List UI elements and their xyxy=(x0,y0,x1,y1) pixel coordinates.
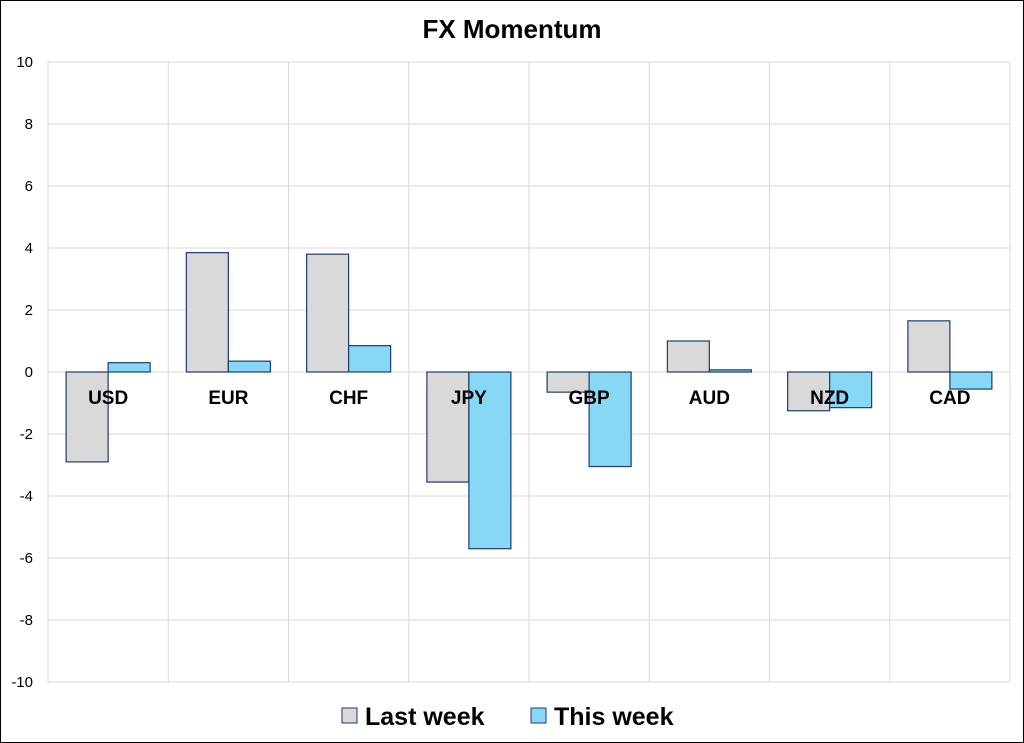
chart-title: FX Momentum xyxy=(422,14,601,44)
category-label-jpy: JPY xyxy=(451,388,487,409)
y-tick-label: 0 xyxy=(25,364,33,381)
y-tick-label: -10 xyxy=(11,674,33,691)
this-week-bar-jpy xyxy=(468,371,512,550)
this-week-bar-usd xyxy=(107,362,151,373)
last-week-bar-usd xyxy=(65,371,109,463)
legend-label-this-week: This week xyxy=(554,703,674,731)
category-label-usd: USD xyxy=(88,388,128,409)
y-tick-label: -4 xyxy=(20,488,33,505)
category-label-chf: CHF xyxy=(329,388,368,409)
category-label-gbp: GBP xyxy=(569,388,611,409)
y-tick-label: -8 xyxy=(20,612,33,629)
last-week-bar-jpy xyxy=(426,371,470,483)
category-label-aud: AUD xyxy=(689,388,730,409)
this-week-bar-aud xyxy=(708,369,752,373)
legend: Last week This week xyxy=(341,703,674,731)
category-label-nzd: NZD xyxy=(810,388,849,409)
y-tick-label: -2 xyxy=(20,426,33,443)
last-week-bar-aud xyxy=(666,340,710,373)
category-labels: USD EUR CHF JPY GBP AUD NZD CAD xyxy=(88,388,970,409)
bar-series xyxy=(65,252,993,550)
y-tick-label: 8 xyxy=(25,116,33,133)
y-tick-label: 4 xyxy=(25,240,33,257)
y-tick-label: 6 xyxy=(25,178,33,195)
y-tick-label: 2 xyxy=(25,302,33,319)
last-week-bar-cad xyxy=(907,320,951,373)
this-week-bar-cad xyxy=(949,371,993,390)
legend-swatch-this-week xyxy=(530,707,547,724)
y-axis-ticks: 10 8 6 4 2 0 -2 -4 -6 -8 -10 xyxy=(11,54,33,691)
this-week-bar-chf xyxy=(348,345,392,373)
category-label-eur: EUR xyxy=(208,388,248,409)
this-week-bar-eur xyxy=(227,360,271,373)
category-label-cad: CAD xyxy=(929,388,970,409)
last-week-bar-nzd xyxy=(787,371,831,412)
last-week-bar-eur xyxy=(185,252,229,373)
y-tick-label: 10 xyxy=(16,54,33,71)
this-week-bar-nzd xyxy=(829,371,873,409)
this-week-bar-gbp xyxy=(588,371,632,468)
y-tick-label: -6 xyxy=(20,550,33,567)
legend-swatch-last-week xyxy=(341,707,358,724)
legend-label-last-week: Last week xyxy=(365,703,485,731)
last-week-bar-chf xyxy=(306,253,350,373)
